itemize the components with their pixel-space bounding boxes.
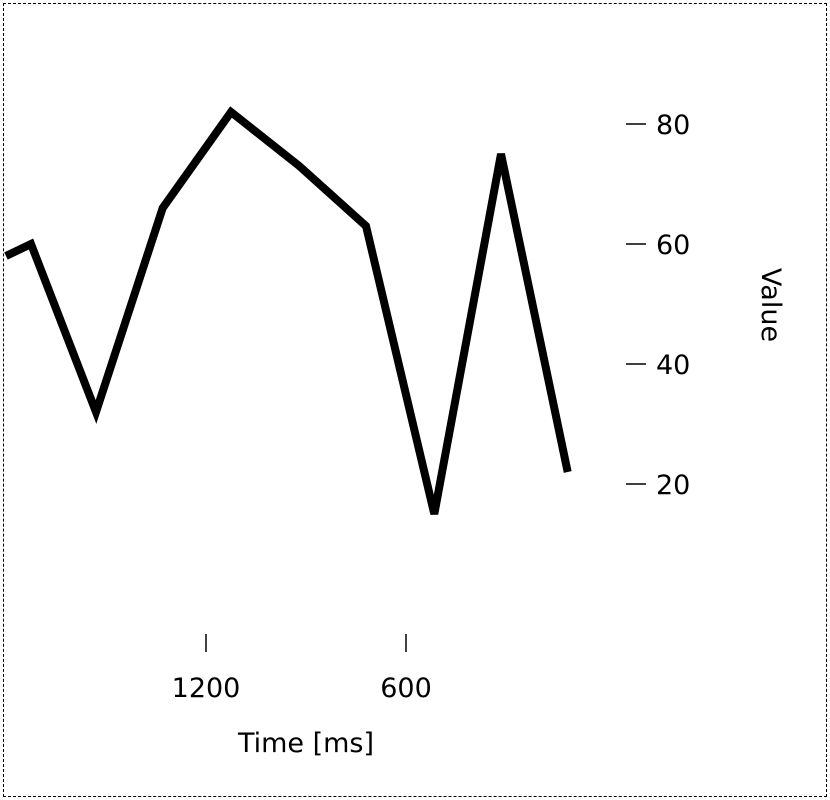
y-axis: 80 60 40 20: [626, 110, 690, 501]
x-tick-label: 1200: [172, 673, 241, 704]
series-line-0: [4, 106, 572, 515]
y-tick-label: 20: [656, 470, 690, 501]
x-axis: 1200 600: [172, 634, 432, 704]
y-axis-label: Value: [755, 268, 786, 342]
y-tick-label: 60: [656, 230, 690, 261]
y-tick-label: 80: [656, 110, 690, 141]
chart-frame: [3, 3, 827, 797]
x-tick-label: 600: [380, 673, 432, 704]
y-tick-label: 40: [656, 350, 690, 381]
x-axis-label: Time [ms]: [237, 728, 374, 759]
series-layer: [4, 106, 572, 515]
